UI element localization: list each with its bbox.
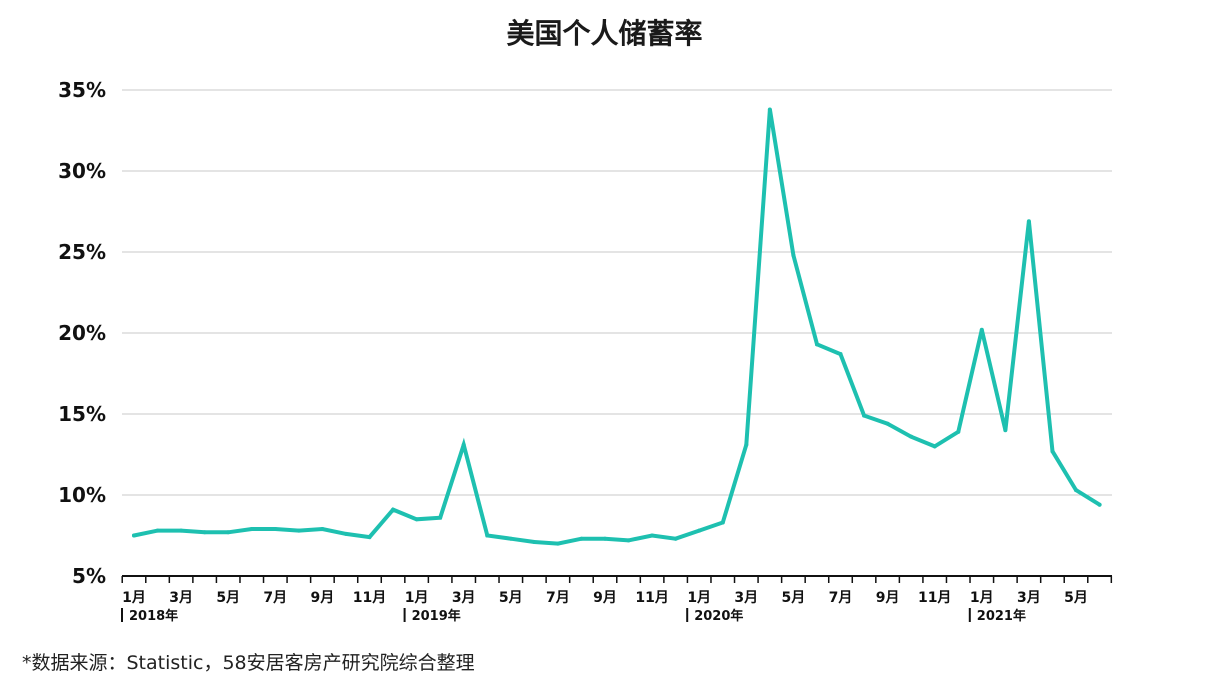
data-point: [1026, 219, 1031, 224]
x-tick-label: 1月: [970, 590, 994, 606]
data-point: [461, 442, 466, 447]
y-tick-label: 15%: [58, 402, 106, 426]
x-tick-label: 5月: [782, 590, 806, 606]
data-point: [932, 444, 937, 449]
data-point: [1097, 502, 1102, 507]
data-point: [414, 517, 419, 522]
x-tick-label: 3月: [169, 590, 193, 606]
data-point: [626, 538, 631, 543]
y-tick-label: 35%: [58, 78, 106, 102]
data-point: [650, 533, 655, 538]
data-point: [296, 528, 301, 533]
data-point: [791, 253, 796, 258]
x-tick-label: 1月: [122, 590, 146, 606]
data-point: [1050, 449, 1055, 454]
x-tick-label: 11月: [353, 590, 386, 606]
data-point: [720, 520, 725, 525]
x-tick-label: 5月: [216, 590, 240, 606]
y-tick-label: 25%: [58, 240, 106, 264]
data-point: [579, 536, 584, 541]
data-point: [697, 528, 702, 533]
x-tick-label: 7月: [546, 590, 570, 606]
y-tick-label: 10%: [58, 483, 106, 507]
data-point: [814, 342, 819, 347]
year-label: 2018年: [129, 608, 178, 624]
data-point: [343, 531, 348, 536]
data-point: [367, 535, 372, 540]
y-tick-label: 20%: [58, 321, 106, 345]
data-point: [767, 107, 772, 112]
data-point: [673, 536, 678, 541]
data-point: [862, 413, 867, 418]
year-label: 2020年: [694, 608, 743, 624]
x-tick-label: 7月: [263, 590, 287, 606]
data-point: [249, 527, 254, 532]
data-point: [555, 541, 560, 546]
x-tick-label: 5月: [499, 590, 523, 606]
data-point: [179, 528, 184, 533]
data-point: [1003, 428, 1008, 433]
data-point: [909, 434, 914, 439]
x-tick-label: 9月: [311, 590, 335, 606]
data-point: [438, 515, 443, 520]
x-tick-label: 3月: [734, 590, 758, 606]
x-tick-label: 11月: [635, 590, 668, 606]
data-point: [838, 352, 843, 357]
data-point: [202, 530, 207, 535]
data-point: [744, 442, 749, 447]
data-point: [485, 533, 490, 538]
grid-lines: [122, 89, 1112, 496]
data-point: [603, 536, 607, 541]
data-point: [508, 536, 513, 541]
x-tick-label: 9月: [593, 590, 617, 606]
data-point: [979, 327, 984, 332]
x-tick-label: 1月: [405, 590, 429, 606]
x-tick-label: 3月: [1017, 590, 1041, 606]
series-line: [132, 109, 1102, 546]
x-tick-label: 7月: [829, 590, 853, 606]
x-tick-label: 5月: [1064, 590, 1088, 606]
x-tick-label: 11月: [918, 590, 951, 606]
data-point: [155, 528, 160, 533]
y-tick-label: 30%: [58, 159, 106, 183]
x-tick-label: 1月: [687, 590, 711, 606]
data-point: [391, 507, 396, 512]
data-point: [1074, 488, 1078, 493]
year-label: 2019年: [412, 608, 461, 624]
data-point: [273, 527, 278, 532]
data-point: [956, 429, 961, 434]
y-tick-label: 5%: [72, 564, 106, 588]
x-tick-label: 9月: [876, 590, 900, 606]
year-label: 2021年: [977, 608, 1026, 624]
x-axis: 1月 3月 5月 7月 9月 11月 1月 3月 5月 7月 9月 11月 1月 3月 5月 7月 9月 11月 1…: [121, 575, 1113, 624]
data-point: [320, 527, 325, 532]
series: [132, 107, 1102, 546]
data-point: [885, 421, 890, 426]
data-point: [226, 530, 231, 535]
data-point: [132, 533, 136, 538]
y-axis-ticks: 5% 10% 15% 20% 25% 30% 35%: [58, 78, 106, 588]
source-note: *数据来源：Statistic，58安居客房产研究院综合整理: [22, 652, 475, 674]
data-point: [532, 539, 537, 544]
x-tick-label: 3月: [452, 590, 476, 606]
chart-title: 美国个人储蓄率: [506, 17, 703, 50]
